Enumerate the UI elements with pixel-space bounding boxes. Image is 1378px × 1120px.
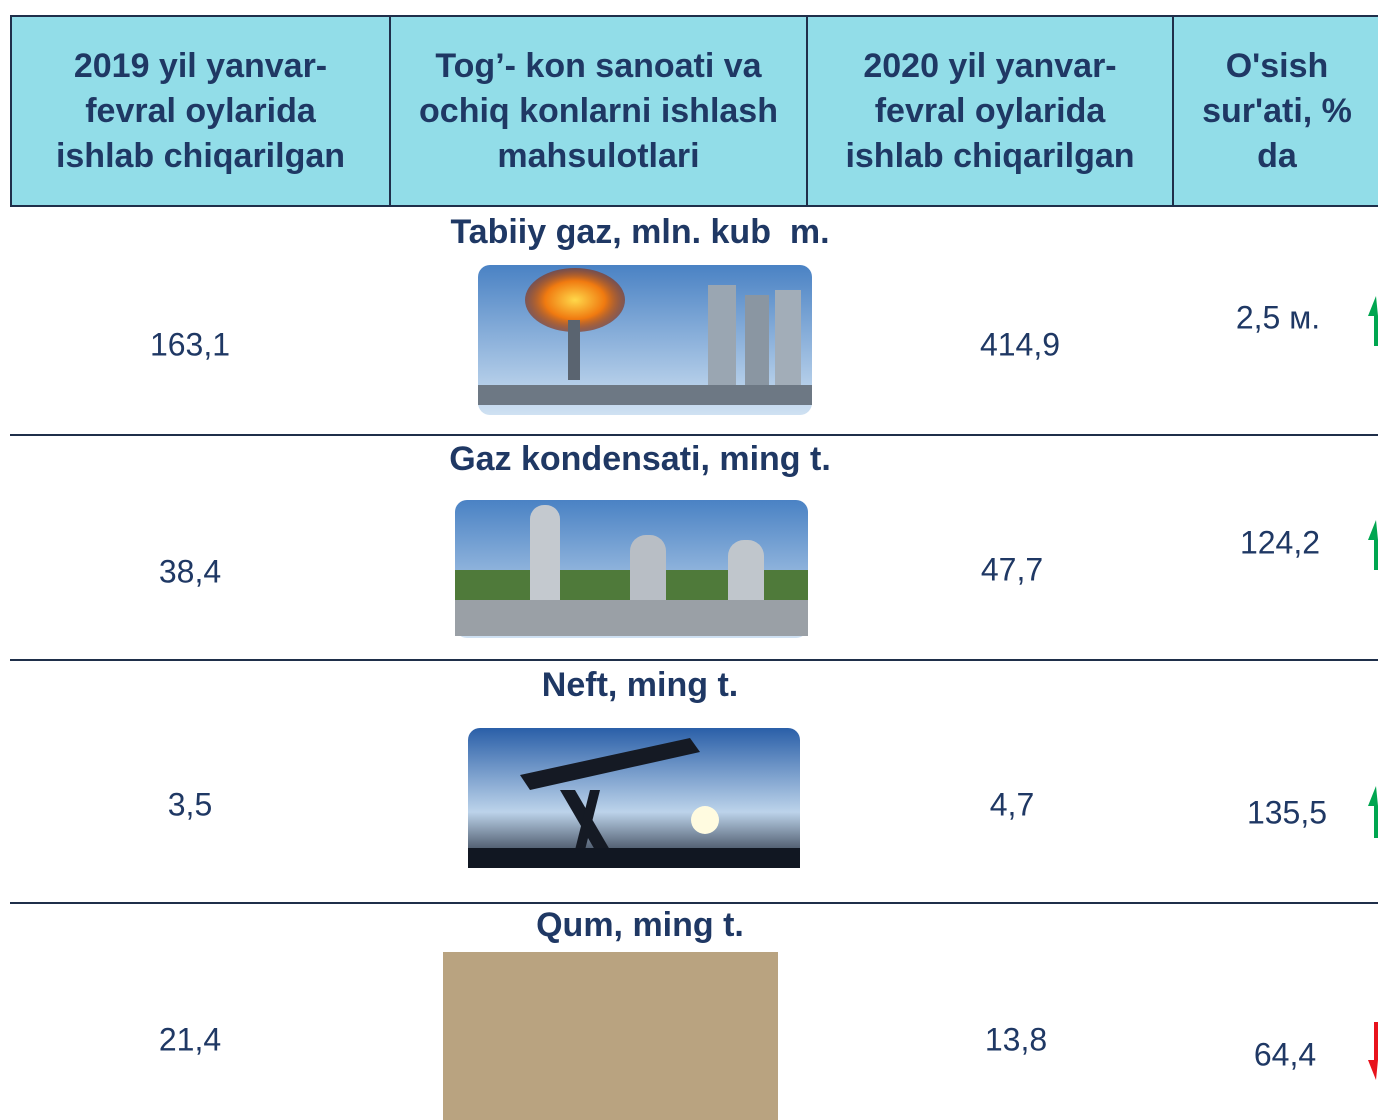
growth: 135,5: [1246, 794, 1328, 831]
up-arrow: [1368, 786, 1378, 838]
row-separator: [10, 434, 1378, 436]
condensate-image: [455, 500, 808, 638]
value-2020: 13,8: [984, 1021, 1048, 1058]
up-arrow: [1368, 296, 1378, 346]
header-cell: 2020 yil yanvar-fevral oylarida ishlab c…: [806, 15, 1174, 207]
row-title: Neft, ming t.: [541, 666, 739, 704]
header-cell: Tog’- kon sanoati va ochiq konlarni ishl…: [389, 15, 808, 207]
row-separator: [10, 659, 1378, 661]
value-2019: 3,5: [167, 786, 213, 823]
gas-image: [478, 265, 812, 415]
value-2019: 21,4: [158, 1021, 222, 1058]
value-2019: 163,1: [149, 326, 231, 363]
up-arrow: [1368, 520, 1378, 570]
header-cell: O'sish sur'ati, % da: [1172, 15, 1378, 207]
value-2020: 414,9: [979, 326, 1061, 363]
value-2020: 47,7: [980, 551, 1044, 588]
growth: 2,5 м.: [1235, 299, 1321, 336]
sand-image: [443, 952, 778, 1120]
value-2020: 4,7: [989, 786, 1035, 823]
down-arrow: [1368, 1022, 1378, 1080]
header-cell: 2019 yil yanvar-fevral oylarida ishlab c…: [10, 15, 391, 207]
row-separator: [10, 902, 1378, 904]
growth: 124,2: [1239, 524, 1321, 561]
value-2019: 38,4: [158, 553, 222, 590]
growth: 64,4: [1253, 1036, 1317, 1073]
row-title: Qum, ming t.: [536, 906, 744, 944]
oil-image: [468, 728, 800, 868]
row-title: Gaz kondensati, ming t.: [449, 440, 831, 478]
row-title: Tabiiy gaz, mln. kub m.: [450, 213, 830, 251]
